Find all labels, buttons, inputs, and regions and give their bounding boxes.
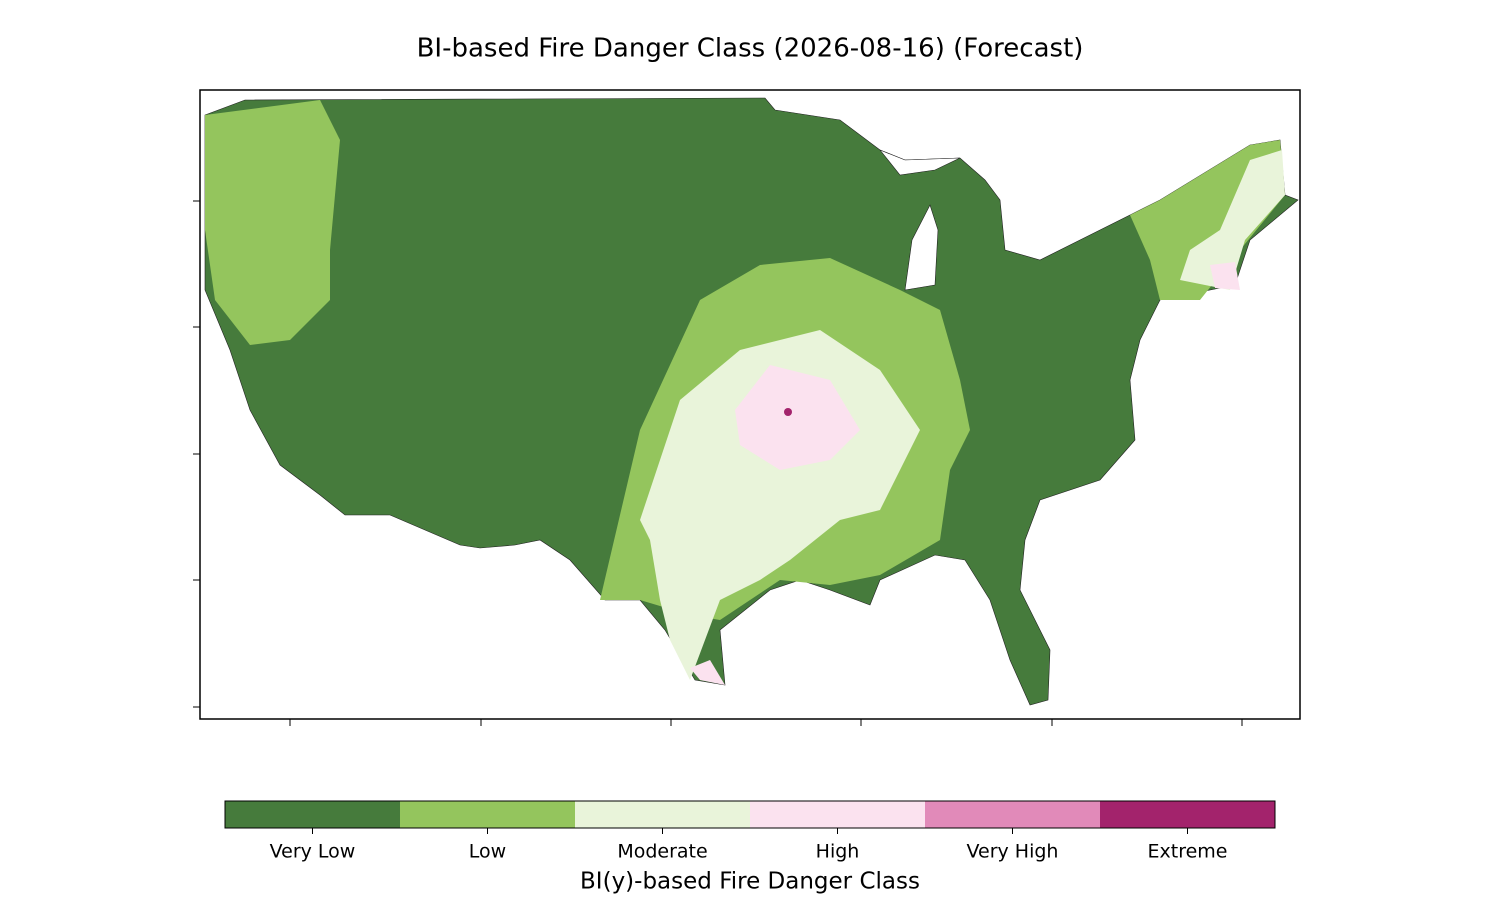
colorbar-segment [1100,801,1275,828]
region-high [1210,262,1240,290]
colorbar-segment [575,801,750,828]
colorbar-tick-label: Extreme [1148,841,1228,863]
lake-superior [879,149,961,176]
region-low [205,100,340,345]
map [204,97,1299,706]
map-frame [199,89,1301,720]
colorbar-segment [400,801,575,828]
region-moderate [1180,150,1285,290]
map-title: BI-based Fire Danger Class (2026-08-16) … [417,34,1084,64]
region-high [690,660,725,685]
colorbar-tick-label: High [816,841,860,863]
colorbar-tick-label: Very Low [270,841,356,863]
colorbar-segment [225,801,400,828]
region-high [735,365,860,470]
colorbar-segment [925,801,1100,828]
region-extreme [784,408,792,416]
colorbar-tick-label: Moderate [617,841,707,863]
colorbar-tick-label: Low [469,841,506,863]
colorbar-frame [224,800,1276,829]
axis-ticks [193,200,1243,726]
lake-michigan [904,204,939,291]
colorbar-label: BI(y)-based Fire Danger Class [580,869,920,895]
colorbar-segment [750,801,925,828]
colorbar: Very Low Low Moderate High Very High Extreme [225,801,1275,863]
colorbar-tick-label: Very High [967,841,1059,863]
